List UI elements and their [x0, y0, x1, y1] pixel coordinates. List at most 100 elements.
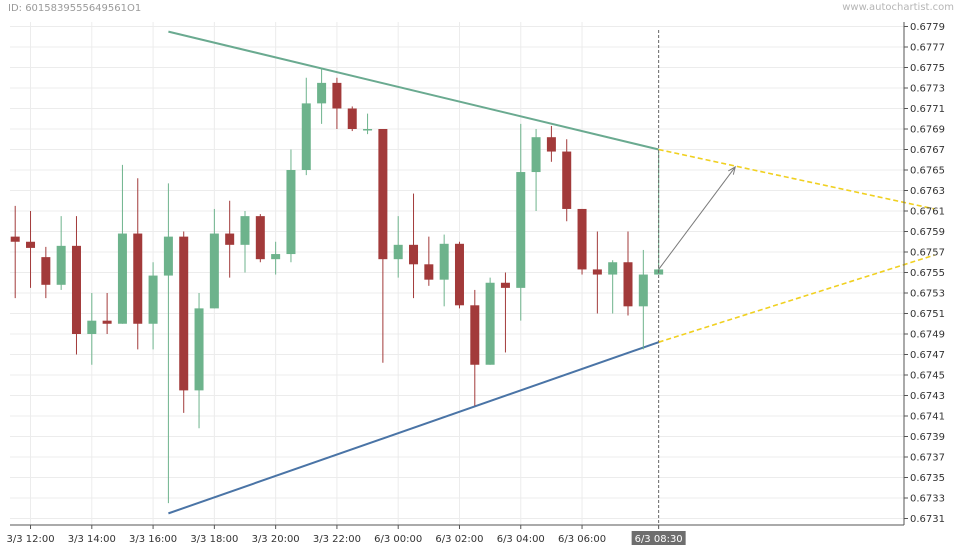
y-tick-label: 0.6763	[910, 186, 945, 197]
candle-bearish	[470, 289, 480, 406]
y-tick-label: 0.6767	[910, 145, 945, 156]
candle-bullish	[516, 123, 526, 321]
watermark: www.autochartist.com	[842, 2, 954, 13]
candle-bearish	[378, 129, 388, 363]
candle-body	[546, 137, 556, 152]
candle-bearish	[255, 214, 265, 263]
x-tick-label: 3/3 20:00	[252, 534, 300, 545]
x-tick-label: 6/3 02:00	[435, 534, 483, 545]
candle-body	[363, 129, 373, 131]
candle-bearish	[71, 216, 81, 355]
candle-body	[393, 244, 403, 260]
candle-body	[623, 262, 633, 307]
x-tick-label: 3/3 12:00	[6, 534, 54, 545]
candle-bullish	[271, 241, 281, 275]
candle-bullish	[87, 293, 97, 365]
candle-bullish	[638, 249, 648, 350]
y-tick-label: 0.6751	[910, 309, 945, 320]
candle-bearish	[546, 125, 556, 162]
x-tick-label: 3/3 16:00	[129, 534, 177, 545]
candle-bearish	[179, 231, 189, 413]
x-tick-label: 3/3 22:00	[313, 534, 361, 545]
candle-bullish	[117, 164, 127, 324]
candle-bearish	[102, 293, 112, 334]
candle-bullish	[317, 67, 327, 124]
candle-bearish	[225, 200, 235, 278]
candle-bearish	[623, 231, 633, 316]
candle-body	[271, 254, 281, 260]
candle-bearish	[562, 139, 572, 222]
candle-body	[240, 216, 250, 245]
candle-body	[470, 305, 480, 365]
candle-bullish	[393, 216, 403, 278]
y-tick-label: 0.6777	[910, 43, 945, 54]
candle-bullish	[286, 149, 296, 263]
candle-bullish	[56, 216, 66, 290]
candle-body	[638, 274, 648, 307]
candle-bullish	[163, 183, 173, 504]
grid	[10, 22, 904, 525]
forecast-arrow-shaft	[658, 166, 736, 270]
candle-body	[41, 257, 51, 285]
candle-body	[117, 233, 127, 324]
candle-bullish	[148, 262, 158, 350]
y-tick-label: 0.6737	[910, 453, 945, 464]
candle-bearish	[41, 246, 51, 299]
candle-bearish	[454, 241, 464, 309]
x-tick-label: 3/3 14:00	[68, 534, 116, 545]
support-projection-line	[658, 254, 935, 343]
candle-bullish	[485, 277, 495, 365]
candle-body	[608, 262, 618, 275]
forecast-arrow-head	[728, 165, 737, 175]
y-tick-label: 0.6743	[910, 391, 945, 402]
candle-body	[439, 243, 449, 280]
resistance-trend-line	[168, 30, 659, 151]
y-tick-label: 0.6739	[910, 432, 945, 443]
candle-bearish	[26, 211, 36, 288]
candle-body	[562, 151, 572, 209]
y-tick-label: 0.6759	[910, 227, 945, 238]
candle-body	[209, 233, 219, 309]
y-tick-label: 0.6735	[910, 473, 945, 484]
candle-body	[347, 108, 357, 129]
candle-body	[225, 233, 235, 245]
candle-bearish	[409, 193, 419, 299]
candle-body	[317, 82, 327, 104]
candle-body	[102, 320, 112, 324]
candle-body	[133, 233, 143, 324]
candles	[10, 67, 664, 504]
candle-body	[531, 137, 541, 173]
y-tick-label: 0.6771	[910, 104, 945, 115]
y-tick-label: 0.6749	[910, 330, 945, 341]
candle-body	[301, 103, 311, 170]
candle-body	[179, 236, 189, 391]
y-tick-label: 0.6741	[910, 412, 945, 423]
candle-body	[148, 275, 158, 324]
y-tick-label: 0.6731	[910, 514, 945, 525]
x-tick-label: 6/3 08:30	[635, 534, 683, 545]
candle-bearish	[592, 231, 602, 314]
axes: 0.6779 0.6777 0.6775 0.6773 0.6771 0.6769 0.67…	[6, 22, 945, 545]
resistance-projection-line	[658, 148, 935, 210]
candle-body	[454, 243, 464, 306]
candle-bearish	[10, 205, 20, 299]
candle-body	[87, 320, 97, 334]
candle-body	[592, 269, 602, 275]
x-tick-label: 3/3 18:00	[190, 534, 238, 545]
y-tick-label: 0.6757	[910, 248, 945, 259]
y-tick-label: 0.6745	[910, 371, 945, 382]
chart-id-label: ID: 6015839555649561O1	[8, 3, 142, 14]
candle-body	[26, 241, 36, 248]
candle-bullish	[194, 293, 204, 429]
y-tick-label: 0.6765	[910, 166, 945, 177]
candle-body	[409, 244, 419, 265]
y-tick-label: 0.6733	[910, 494, 945, 505]
x-tick-label: 6/3 06:00	[558, 534, 606, 545]
candle-body	[10, 236, 20, 242]
candle-body	[378, 129, 388, 260]
support-trend-line	[168, 341, 659, 515]
candle-body	[71, 245, 81, 334]
candle-body	[424, 264, 434, 280]
overlay	[658, 30, 737, 525]
